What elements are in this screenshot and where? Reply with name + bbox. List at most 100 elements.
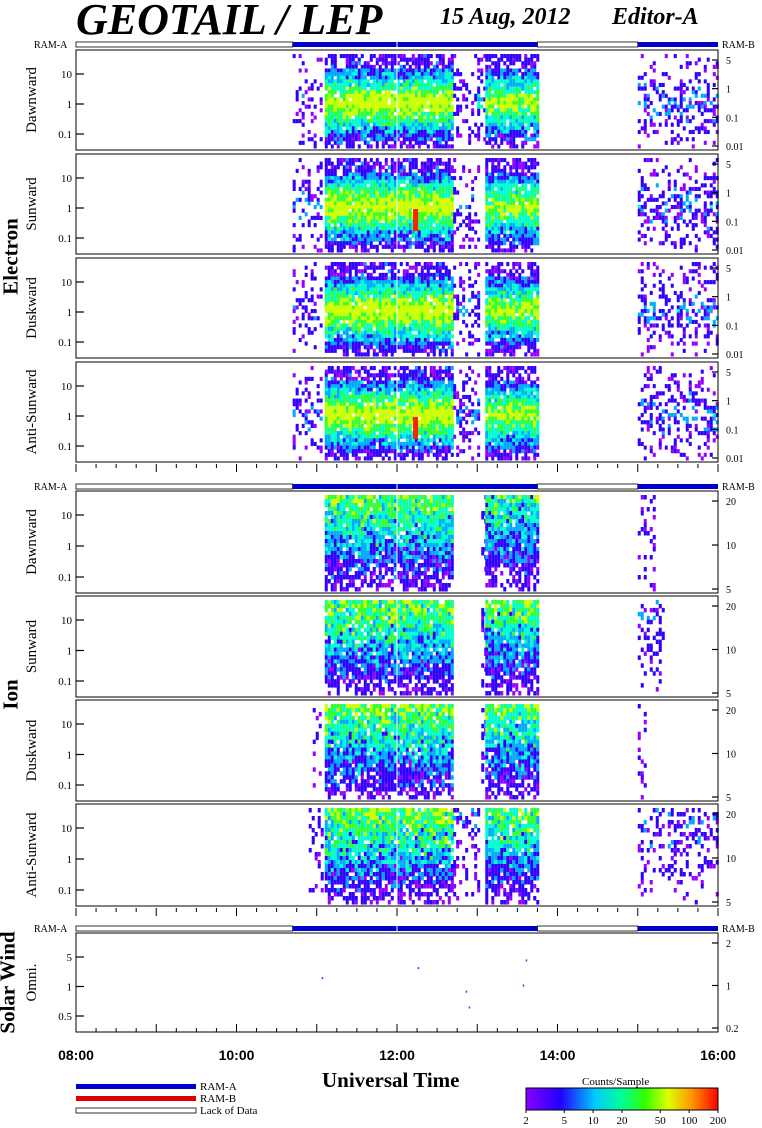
spectro-cell [366, 82, 370, 88]
spectro-cell [390, 119, 394, 124]
spectro-cell [357, 90, 361, 95]
spectro-cell [417, 79, 421, 84]
spectro-cell [527, 330, 531, 335]
spectro-cell [339, 90, 343, 95]
spectro-cell [661, 90, 665, 95]
spectro-cell [396, 345, 400, 350]
spectro-cell [524, 79, 528, 84]
spectro-cell [387, 186, 391, 192]
spectro-cell [369, 223, 373, 228]
spectro-cell [640, 126, 644, 131]
spectro-cell [456, 72, 460, 77]
spectro-cell [384, 68, 388, 73]
spectro-cell [503, 319, 507, 324]
spectro-cell [500, 90, 504, 95]
spectro-cell [709, 183, 713, 188]
spectro-cell [453, 316, 457, 321]
spectro-cell [426, 97, 430, 102]
spectro-cell [518, 158, 522, 163]
spectro-cell [533, 122, 537, 127]
ram-a-segment [292, 484, 538, 489]
spectro-cell [366, 276, 370, 281]
spectro-cell [432, 294, 436, 299]
spectro-cell [339, 54, 343, 59]
spectro-cell [423, 119, 427, 124]
spectro-cell [333, 129, 337, 135]
spectro-cell [366, 165, 370, 170]
spectro-cell [357, 276, 361, 281]
spectro-cell [292, 119, 296, 124]
spectro-cell [414, 312, 418, 317]
spectro-cell [447, 126, 451, 131]
spectro-cell [417, 305, 421, 310]
spectro-cell [348, 269, 352, 274]
spectro-cell [324, 129, 328, 135]
spectro-cell [679, 64, 683, 69]
spectro-cell [426, 330, 430, 335]
spectro-cell [506, 82, 510, 88]
spectro-cell [414, 230, 418, 235]
spectro-cell [530, 119, 534, 124]
spectro-cell [456, 68, 460, 73]
spectro-cell [393, 208, 397, 213]
spectro-cell [438, 111, 442, 116]
spectro-cell [530, 137, 534, 142]
spectro-cell [351, 57, 355, 62]
spectro-cell [381, 122, 385, 127]
y-tick-label-left: 10 [61, 173, 73, 185]
spectro-cell [477, 133, 481, 138]
spectro-cell [319, 294, 323, 299]
spectro-cell [363, 212, 367, 217]
spectro-cell [500, 137, 504, 142]
spectro-cell [497, 323, 501, 328]
spectro-cell [396, 133, 400, 138]
spectro-cell [354, 176, 358, 181]
spectro-cell [521, 223, 525, 228]
spectro-cell [444, 194, 448, 199]
spectro-cell [348, 168, 352, 173]
spectro-cell [375, 79, 379, 84]
spectro-cell [411, 57, 415, 62]
spectro-cell [444, 190, 448, 195]
spectro-cell [411, 319, 415, 324]
spectro-cell [429, 345, 433, 350]
spectro-cell [682, 241, 686, 246]
spectro-cell [307, 104, 311, 109]
spectro-cell [393, 194, 397, 199]
spectro-cell [500, 319, 504, 324]
spectro-cell [411, 54, 415, 59]
spectro-cell [399, 161, 403, 166]
spectro-cell [503, 79, 507, 84]
spectro-cell [488, 75, 492, 80]
spectro-cell [655, 212, 659, 217]
spectro-cell [491, 341, 495, 346]
spectro-cell [649, 122, 653, 127]
spectro-cell [414, 290, 418, 296]
spectro-cell [393, 140, 397, 145]
spectro-cell [536, 79, 540, 84]
spectro-cell [336, 330, 340, 335]
spectro-cell [357, 137, 361, 142]
spectro-cell [348, 119, 352, 124]
spectro-cell [390, 205, 394, 210]
spectro-cell [694, 223, 698, 228]
spectro-cell [438, 323, 442, 328]
spectro-cell [411, 272, 415, 277]
spectro-cell [503, 93, 507, 98]
spectro-cell [369, 212, 373, 217]
spectro-cell [512, 230, 516, 235]
spectro-cell [715, 176, 719, 181]
spectro-cell [310, 119, 314, 124]
spectro-cell [524, 57, 528, 62]
spectro-cell [494, 219, 498, 224]
spectro-cell [354, 201, 358, 206]
spectro-cell [530, 172, 534, 177]
spectro-cell [330, 161, 334, 166]
spectro-cell [423, 348, 427, 353]
spectro-cell [357, 226, 361, 231]
spectro-cell [408, 319, 412, 324]
spectro-cell [342, 119, 346, 124]
spectro-cell [435, 137, 439, 142]
spectro-cell [354, 208, 358, 213]
spectro-cell [497, 233, 501, 239]
